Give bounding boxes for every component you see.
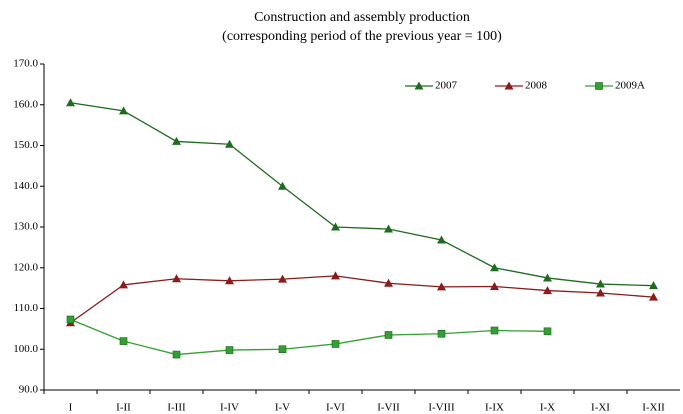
series-line xyxy=(70,102,654,287)
marker xyxy=(225,139,234,148)
marker xyxy=(649,292,658,301)
marker xyxy=(490,281,499,290)
chart-title: Construction and assembly production xyxy=(254,10,470,25)
x-tick-label: I-III xyxy=(167,402,186,414)
y-tick-label: 110.0 xyxy=(14,302,39,314)
marker xyxy=(278,345,287,354)
legend-marker xyxy=(504,81,514,90)
x-tick-label: I-IV xyxy=(220,402,239,414)
marker xyxy=(649,281,658,290)
marker xyxy=(225,346,234,354)
marker xyxy=(384,224,393,233)
marker xyxy=(119,280,128,289)
marker xyxy=(172,136,181,145)
marker xyxy=(490,263,499,272)
marker xyxy=(437,235,446,244)
marker xyxy=(596,279,605,288)
marker xyxy=(331,271,340,280)
marker xyxy=(119,106,128,115)
marker xyxy=(543,327,552,336)
marker xyxy=(172,274,181,283)
legend-label: 2009A xyxy=(615,80,645,92)
marker xyxy=(543,273,552,282)
x-tick-label: I-X xyxy=(540,402,555,414)
x-tick-label: I-VIII xyxy=(428,402,455,414)
y-tick-label: 150.0 xyxy=(13,139,38,151)
y-tick-label: 90.0 xyxy=(19,384,39,396)
y-tick-label: 120.0 xyxy=(13,261,38,273)
marker xyxy=(331,222,340,231)
marker xyxy=(278,181,287,190)
y-tick-label: 130.0 xyxy=(13,221,38,233)
x-tick-label: I-VII xyxy=(377,402,400,414)
legend-label: 2007 xyxy=(435,80,458,92)
y-tick-label: 160.0 xyxy=(13,98,38,110)
marker xyxy=(384,278,393,287)
marker xyxy=(596,288,605,297)
y-tick-label: 170.0 xyxy=(13,58,38,70)
marker xyxy=(225,276,234,285)
marker xyxy=(543,286,552,295)
legend-marker xyxy=(595,82,603,90)
marker xyxy=(384,331,393,339)
chart-subtitle: (corresponding period of the previous ye… xyxy=(222,29,502,44)
legend-label: 2008 xyxy=(525,80,548,92)
x-tick-label: I xyxy=(69,402,73,414)
x-tick-label: I-IX xyxy=(485,402,504,414)
x-tick-label: I-XI xyxy=(591,402,610,414)
marker xyxy=(172,350,181,359)
x-tick-label: I-VI xyxy=(326,402,345,414)
x-tick-label: I-II xyxy=(116,402,131,414)
x-tick-label: I-V xyxy=(275,402,290,414)
y-tick-label: 140.0 xyxy=(13,180,38,192)
marker xyxy=(119,337,128,345)
marker xyxy=(66,315,75,324)
y-tick-label: 100.0 xyxy=(13,343,38,355)
series-line xyxy=(70,275,654,324)
marker xyxy=(66,98,75,107)
marker xyxy=(278,274,287,283)
marker xyxy=(437,282,446,291)
marker xyxy=(490,326,499,335)
marker xyxy=(437,329,446,338)
series-line xyxy=(70,318,548,356)
marker xyxy=(331,340,340,348)
legend-marker xyxy=(414,81,424,90)
x-tick-label: I-XII xyxy=(642,402,665,414)
